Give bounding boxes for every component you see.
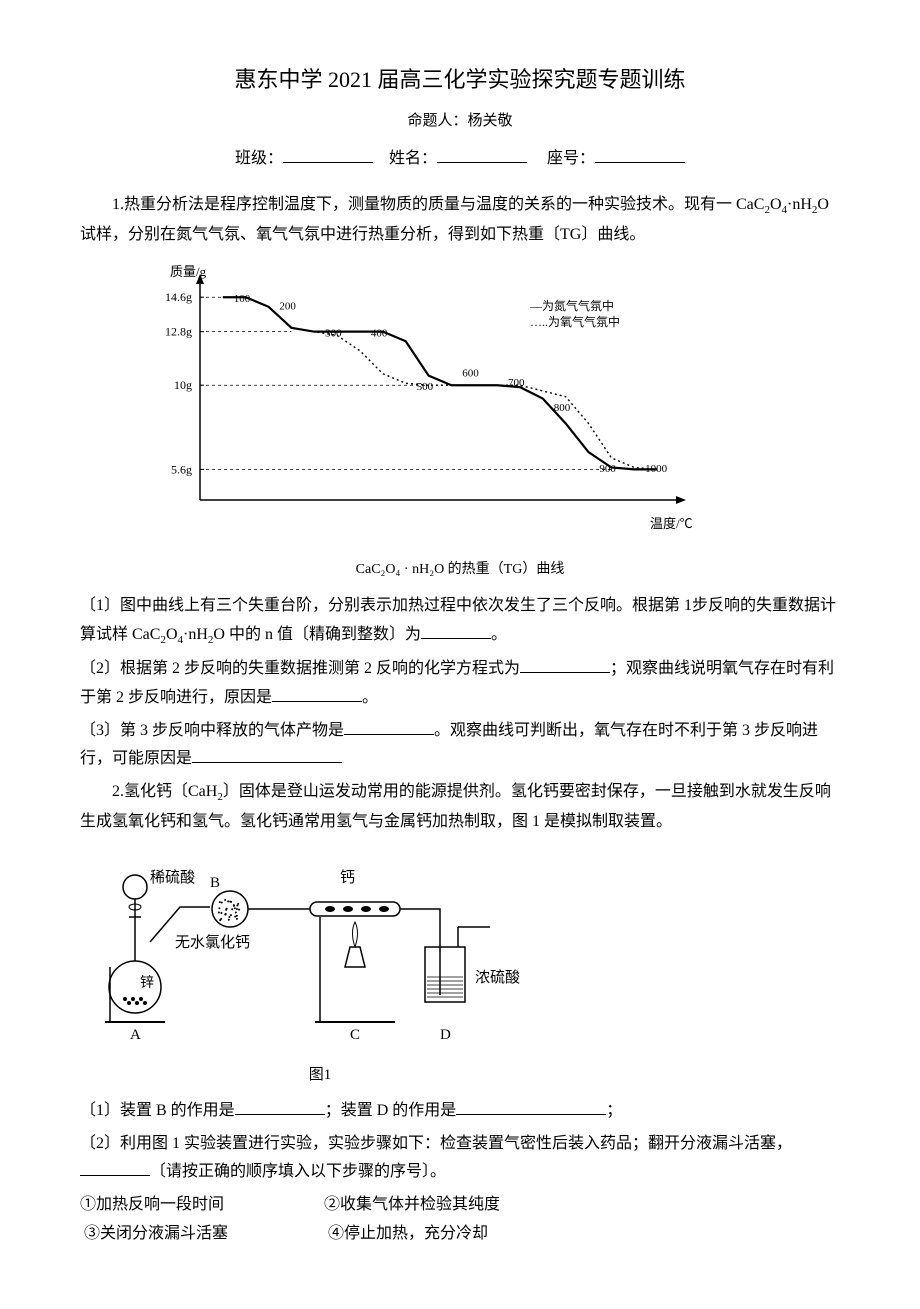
- class-label: 班级：: [235, 150, 283, 167]
- q2-opt4: ④停止加热，充分冷却: [328, 1220, 568, 1249]
- svg-text:12.8g: 12.8g: [165, 325, 192, 339]
- svg-text:D: D: [440, 1027, 451, 1043]
- q1-intro-c: ·nH: [787, 196, 812, 213]
- page-subtitle: 命题人：杨关敬: [80, 108, 840, 135]
- q1-intro: 1.热重分析法是程序控制温度下，测量物质的质量与温度的关系的一种实验技术。现有一…: [80, 191, 840, 250]
- svg-text:A: A: [130, 1027, 141, 1043]
- svg-text:质量/g: 质量/g: [170, 264, 207, 279]
- q1-p2-c: 。: [362, 689, 378, 706]
- svg-text:B: B: [210, 875, 220, 891]
- name-blank[interactable]: [437, 146, 527, 163]
- tg-chart-svg: 质量/g温度/℃14.6g12.8g10g5.6g100200300400500…: [140, 260, 700, 540]
- tg-chart: 质量/g温度/℃14.6g12.8g10g5.6g100200300400500…: [140, 260, 700, 551]
- seat-blank[interactable]: [595, 146, 685, 163]
- class-blank[interactable]: [283, 146, 373, 163]
- svg-text:钙: 钙: [340, 869, 355, 886]
- q2-part1: 〔1〕装置 B 的作用是 ；装置 D 的作用是 ；: [80, 1097, 840, 1126]
- svg-text:温度/℃: 温度/℃: [650, 516, 693, 531]
- svg-text:500: 500: [417, 381, 434, 393]
- apparatus-diagram: 稀硫酸 B 锌 A 无水氯化钙 钙 C 浓硫酸 D: [80, 847, 560, 1058]
- q1-part3: 〔3〕第 3 步反响中释放的气体产物是。观察曲线可判断出，氧气存在时不利于第 3…: [80, 717, 840, 775]
- q1-p1-blank[interactable]: [421, 622, 491, 639]
- apparatus-svg: 稀硫酸 B 锌 A 无水氯化钙 钙 C 浓硫酸 D: [80, 847, 560, 1047]
- svg-text:…..为氧气气氛中: …..为氧气气氛中: [530, 314, 620, 329]
- q1-p2-blank2[interactable]: [272, 685, 362, 702]
- q2-options-row2: ③关闭分液漏斗活塞 ④停止加热，充分冷却: [80, 1220, 840, 1249]
- svg-text:无水氯化钙: 无水氯化钙: [175, 934, 250, 951]
- q2-p1-b: ；装置 D 的作用是: [325, 1102, 457, 1119]
- q2-p2-a: 〔2〕利用图 1 实验装置进行实验，实验步骤如下：检查装置气密性后装入药品；翻开…: [80, 1135, 792, 1152]
- q1-p2-a: 〔2〕根据第 2 步反响的失重数据推测第 2 反响的化学方程式为: [80, 660, 520, 677]
- q1-intro-a: 1.热重分析法是程序控制温度下，测量物质的质量与温度的关系的一种实验技术。现有一…: [112, 196, 764, 213]
- svg-text:浓硫酸: 浓硫酸: [475, 969, 520, 986]
- q2-part2: 〔2〕利用图 1 实验装置进行实验，实验步骤如下：检查装置气密性后装入药品；翻开…: [80, 1130, 840, 1188]
- q2-p2-b: 〔请按正确的顺序填入以下步骤的序号〕。: [150, 1163, 446, 1180]
- q2-p1-blank2[interactable]: [456, 1098, 606, 1115]
- q1-part2: 〔2〕根据第 2 步反响的失重数据推测第 2 反响的化学方程式为；观察曲线说明氧…: [80, 655, 840, 713]
- svg-text:600: 600: [462, 368, 479, 380]
- q1-part1: 〔1〕图中曲线上有三个失重台阶，分别表示加热过程中依次发生了三个反响。根据第 1…: [80, 592, 840, 651]
- q1-p1-c: ·nH: [183, 626, 208, 643]
- svg-text:5.6g: 5.6g: [171, 463, 192, 477]
- svg-text:C: C: [350, 1027, 360, 1043]
- q2-p2-blank[interactable]: [80, 1159, 150, 1176]
- q2-p1-blank1[interactable]: [235, 1098, 325, 1115]
- q1-p2-blank1[interactable]: [520, 656, 610, 673]
- q1-p3-blank2[interactable]: [192, 746, 342, 763]
- svg-text:14.6g: 14.6g: [165, 290, 192, 304]
- q2-opt2: ②收集气体并检验其纯度: [324, 1191, 564, 1220]
- seat-label: 座号：: [547, 150, 595, 167]
- svg-text:锌: 锌: [140, 975, 154, 991]
- q1-p3-blank1[interactable]: [344, 718, 434, 735]
- q1-p3-a: 〔3〕第 3 步反响中释放的气体产物是: [80, 722, 344, 739]
- name-label: 姓名：: [389, 150, 437, 167]
- svg-text:200: 200: [279, 301, 296, 313]
- svg-text:稀硫酸: 稀硫酸: [150, 869, 195, 886]
- q1-p1-d: O 中的 n 值〔精确到整数〕为: [213, 626, 421, 643]
- q1-p1-b: O: [166, 626, 178, 643]
- q1-intro-b: O: [770, 196, 782, 213]
- q2-p1-a: 〔1〕装置 B 的作用是: [80, 1102, 235, 1119]
- q1-p1-e: 。: [491, 626, 507, 643]
- q2-intro-a: 2.氢化钙〔CaH: [112, 783, 217, 800]
- svg-text:10g: 10g: [174, 378, 192, 392]
- page-title: 惠东中学 2021 届高三化学实验探究题专题训练: [80, 60, 840, 100]
- q2-opt3: ③关闭分液漏斗活塞: [84, 1220, 324, 1249]
- q2-options-row1: ①加热反响一段时间 ②收集气体并检验其纯度: [80, 1191, 840, 1220]
- svg-text:—为氮气气氛中: —为氮气气氛中: [529, 298, 614, 313]
- q2-opt1: ①加热反响一段时间: [80, 1191, 320, 1220]
- q2-p1-c: ；: [606, 1102, 622, 1119]
- student-info-line: 班级： 姓名： 座号：: [80, 145, 840, 174]
- q2-intro: 2.氢化钙〔CaH2〕固体是登山运发动常用的能源提供剂。氢化钙要密封保存，一旦接…: [80, 778, 840, 837]
- tg-chart-caption: CaC₂O₄ · nH₂O 的热重（TG）曲线: [80, 557, 840, 582]
- apparatus-caption: 图1: [80, 1062, 560, 1089]
